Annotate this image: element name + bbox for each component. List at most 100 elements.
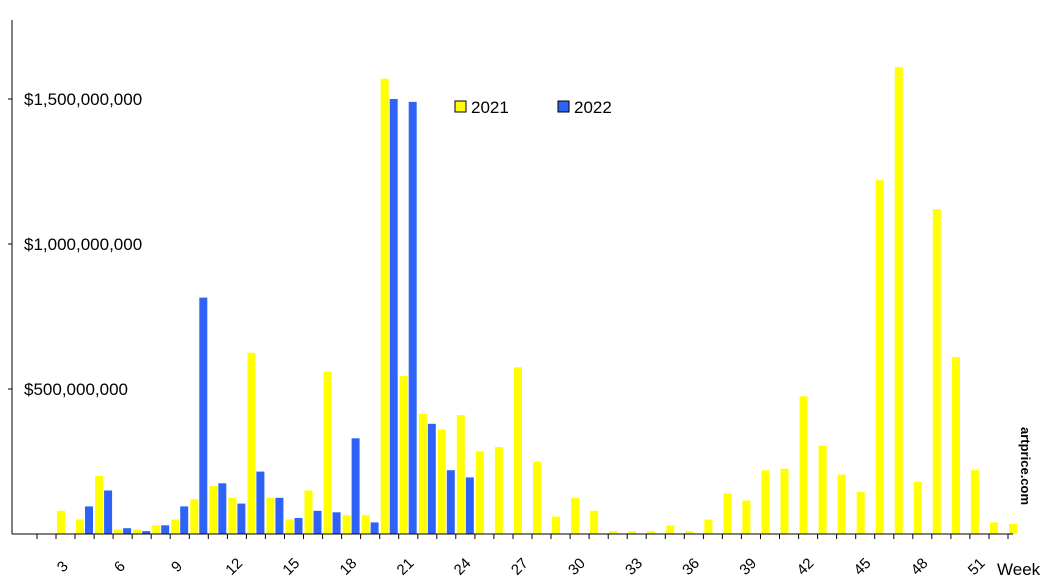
bar-2021-week-50 <box>970 470 979 534</box>
bar-2021-week-11 <box>228 497 237 535</box>
bar-2021-week-43 <box>837 474 846 534</box>
y-tick-label: $500,000,000 <box>24 380 128 399</box>
y-tick-label: $1,500,000,000 <box>24 90 142 109</box>
bar-2022-week-10 <box>218 483 227 535</box>
bar-2021-week-29 <box>571 497 580 535</box>
x-tick-label: 12 <box>222 555 246 579</box>
bar-2021-week-7 <box>152 525 161 534</box>
x-tick-label: 15 <box>279 555 303 579</box>
bar-2021-week-8 <box>171 519 180 534</box>
bar-2022-week-7 <box>161 525 170 534</box>
x-tick-label: 42 <box>794 555 818 579</box>
y-tick-label: $1,000,000,000 <box>24 235 142 254</box>
x-axis-label: Week <box>997 560 1041 579</box>
bar-2021-week-28 <box>552 516 560 534</box>
x-tick-label: 27 <box>508 555 532 579</box>
bar-2021-week-20 <box>399 376 408 534</box>
watermark-text: artprice.com <box>1018 427 1033 505</box>
bar-2022-week-19 <box>389 99 398 534</box>
bar-2021-week-16 <box>323 371 332 534</box>
bar-2021-week-42 <box>818 445 827 534</box>
bar-2021-week-36 <box>704 519 713 534</box>
x-tick-group: 3 6 9 12 15 18 21 24 27 30 33 36 39 42 45 48 51 <box>36 534 1009 579</box>
bar-2022-week-13 <box>275 497 284 535</box>
x-tick-label: 9 <box>168 558 186 576</box>
legend-swatch-2022 <box>557 100 570 113</box>
bar-2022-week-9 <box>199 297 208 534</box>
bar-2021-week-2 <box>57 510 65 534</box>
y-tick-group: $500,000,000 $1,000,000,000 $1,500,000,000 <box>8 90 142 399</box>
bar-2021-week-17 <box>342 515 351 534</box>
bar-2021-week-9 <box>190 499 199 534</box>
bar-2021-week-5 <box>114 529 123 534</box>
bar-2021-week-23 <box>456 415 465 534</box>
bar-2022-week-4 <box>104 490 113 534</box>
bar-2022-week-12 <box>256 471 265 534</box>
x-tick-label: 18 <box>337 555 361 579</box>
bar-2022-week-6 <box>142 531 151 534</box>
legend: 2021 2022 <box>454 98 612 117</box>
bar-2021-week-49 <box>951 357 960 534</box>
bar-2021-week-27 <box>533 461 541 534</box>
bar-2022-week-17 <box>351 438 360 534</box>
x-tick-label: 51 <box>965 555 989 579</box>
x-tick-label: 3 <box>54 558 72 576</box>
bar-2021-week-33 <box>647 531 656 534</box>
bar-2021-week-24 <box>475 451 484 534</box>
bar-2022-week-16 <box>332 512 341 535</box>
x-tick-label: 6 <box>111 558 129 576</box>
bar-2021-week-15 <box>304 490 313 534</box>
bar-2021-week-40 <box>780 468 789 535</box>
bar-2021-week-38 <box>742 500 751 534</box>
x-tick-label: 24 <box>451 555 475 579</box>
x-tick-label: 21 <box>394 555 418 579</box>
bar-2021-week-45 <box>875 180 884 534</box>
bar-2021-week-37 <box>723 493 732 534</box>
legend-swatch-2021 <box>454 100 467 113</box>
bar-2021-week-13 <box>266 497 275 535</box>
bar-2022-week-20 <box>408 101 417 535</box>
bar-2021-week-51 <box>990 522 998 534</box>
bar-2021-week-32 <box>628 531 637 534</box>
bar-2021-week-10 <box>209 486 218 534</box>
bar-2021-week-21 <box>418 413 427 534</box>
x-tick-label: 45 <box>851 555 875 579</box>
legend-label-2022: 2022 <box>574 98 612 117</box>
bar-2021-week-4 <box>95 476 104 534</box>
x-tick-label: 36 <box>679 555 703 579</box>
x-tick-label: 30 <box>565 555 589 579</box>
bar-2022-week-5 <box>123 528 132 534</box>
bar-2021-week-48 <box>932 209 941 534</box>
bar-2021-week-46 <box>894 67 903 534</box>
bar-2022-week-18 <box>370 522 379 534</box>
x-tick-label: 48 <box>908 555 932 579</box>
bar-2022-week-8 <box>180 506 189 534</box>
bars-group <box>57 67 1017 535</box>
x-tick-label: 33 <box>622 555 646 579</box>
x-tick-label: 39 <box>736 555 760 579</box>
bar-2021-week-14 <box>285 519 294 534</box>
bar-2021-week-34 <box>666 525 675 534</box>
bar-2021-week-19 <box>380 78 389 534</box>
bar-2021-week-26 <box>514 367 522 535</box>
bar-2022-week-14 <box>294 518 303 534</box>
bar-2021-week-30 <box>590 510 599 534</box>
bar-2021-week-6 <box>133 529 142 534</box>
bar-2021-week-35 <box>685 531 694 534</box>
bar-2021-week-22 <box>437 429 446 534</box>
bar-2021-week-44 <box>856 491 865 534</box>
bar-2021-week-52 <box>1009 523 1017 534</box>
bar-2021-week-41 <box>799 396 808 535</box>
bar-2022-week-21 <box>427 423 436 534</box>
bar-2021-week-25 <box>494 447 503 534</box>
legend-label-2021: 2021 <box>471 98 509 117</box>
bar-2022-week-11 <box>237 503 246 534</box>
bar-2021-week-18 <box>361 515 370 534</box>
bar-2021-week-3 <box>76 519 84 534</box>
bar-2022-week-15 <box>313 510 322 534</box>
bar-2021-week-47 <box>913 481 922 534</box>
bar-2022-week-23 <box>465 477 474 534</box>
bar-2021-week-39 <box>761 470 770 534</box>
bar-2021-week-31 <box>609 531 618 534</box>
